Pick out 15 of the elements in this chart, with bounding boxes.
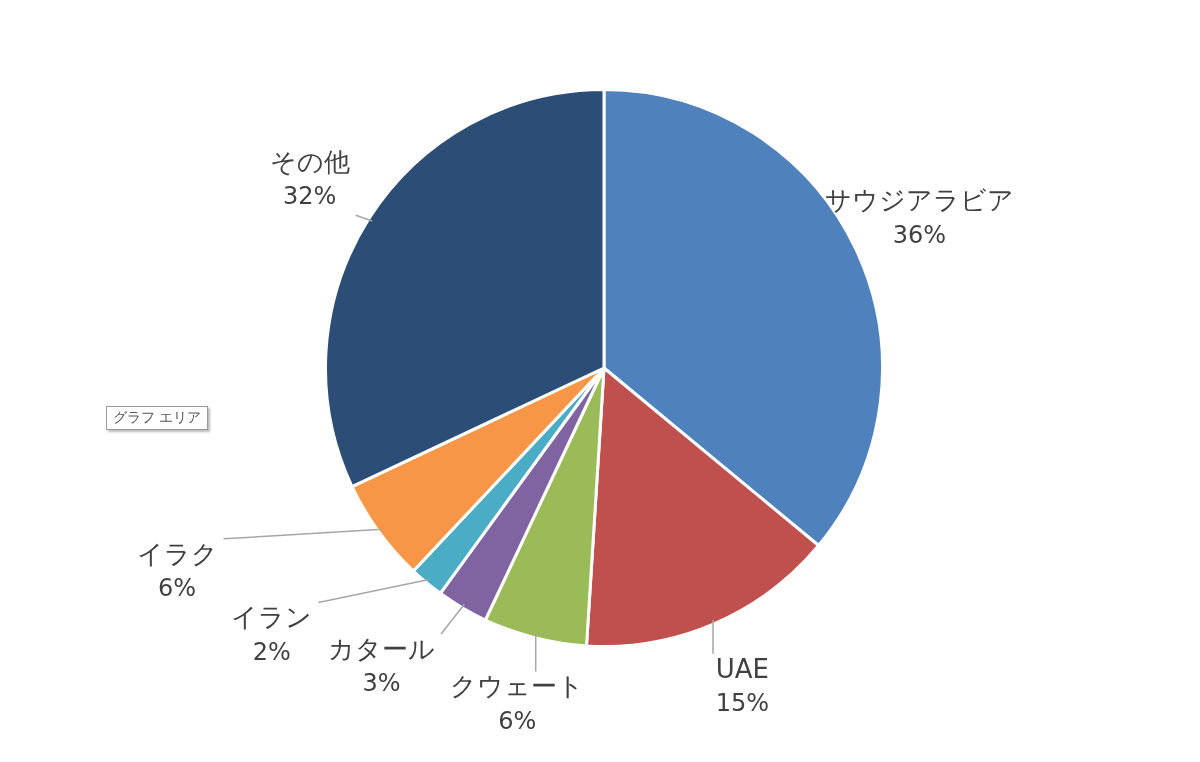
- data-label: 15%: [715, 689, 770, 718]
- data-label: 6%: [498, 706, 537, 735]
- slice-label: その他: [269, 147, 350, 178]
- data-label: 2%: [252, 637, 291, 666]
- data-label: 36%: [892, 220, 946, 249]
- data-label: 6%: [158, 574, 197, 603]
- slice-label: サウジアラビア: [824, 185, 1014, 216]
- data-label: 3%: [362, 669, 401, 698]
- slice-label: イラン: [231, 602, 313, 633]
- slice-label: UAE: [715, 653, 770, 684]
- slice-label: イラク: [136, 538, 218, 569]
- text: グラフ エリア: [106, 406, 209, 430]
- slice-label: クウェート: [450, 671, 585, 702]
- slice-label: カタール: [328, 633, 436, 664]
- data-label: 32%: [283, 182, 337, 211]
